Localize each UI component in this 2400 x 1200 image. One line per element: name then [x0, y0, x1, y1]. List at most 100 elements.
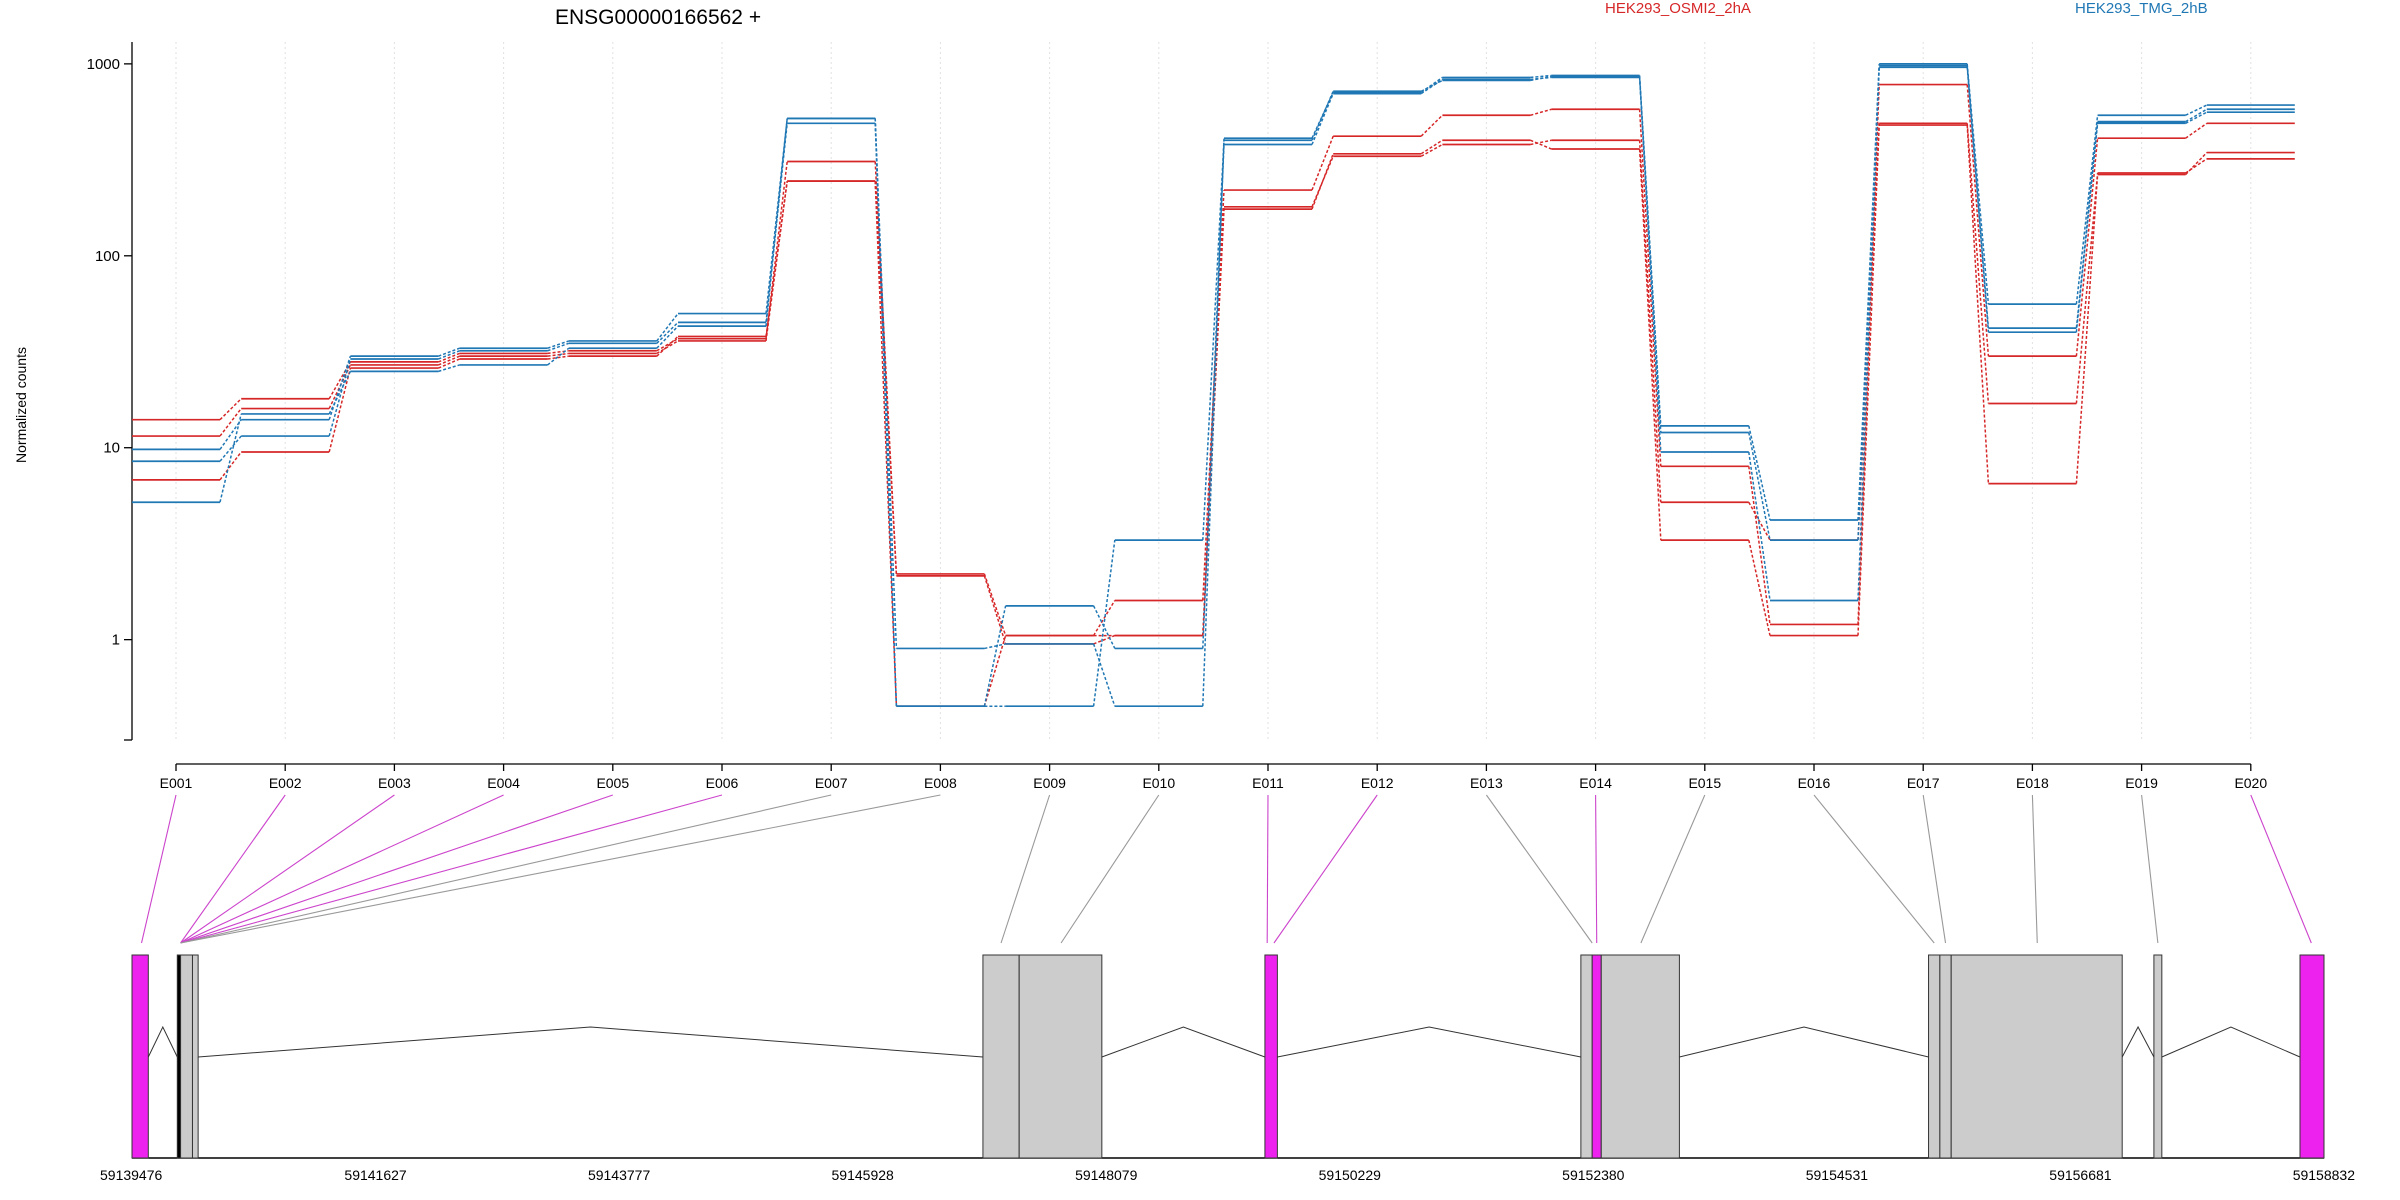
connector-line	[1420, 79, 1443, 92]
coordinate-label: 59148079	[1075, 1167, 1138, 1183]
exon-label: E006	[706, 775, 739, 791]
series-lines	[132, 63, 2295, 708]
exon-block	[131, 954, 149, 1159]
coordinate-label: 59158832	[2293, 1167, 2356, 1183]
y-tick-label: 10	[103, 440, 120, 457]
connector-line	[983, 575, 1007, 645]
exon-links	[140, 794, 2312, 944]
series-HEK293_OSMI2_2hA	[132, 124, 2295, 708]
coordinate-label: 59152380	[1562, 1167, 1625, 1183]
exon-label: E016	[1798, 775, 1831, 791]
coordinate-label: 59150229	[1319, 1167, 1382, 1183]
connector-line	[1530, 74, 1552, 79]
connector-line	[1530, 139, 1552, 146]
connector-line	[547, 347, 570, 366]
connector-line	[1966, 84, 1990, 357]
exon-label: E017	[1907, 775, 1940, 791]
connector-line	[1857, 65, 1880, 541]
exon-label: E018	[2016, 775, 2049, 791]
exon-link-line	[180, 794, 941, 944]
connector-line	[438, 355, 460, 366]
exon-link-line	[2141, 794, 2159, 944]
coordinate-label: 59145928	[832, 1167, 895, 1183]
connector-line	[1202, 144, 1225, 649]
connector-line	[1857, 67, 1880, 601]
connector-line	[438, 350, 460, 360]
intron-line	[147, 1025, 178, 1058]
connector-line	[1857, 63, 1880, 521]
connector-line	[547, 355, 569, 360]
exon-label: E010	[1142, 775, 1175, 791]
connector-line	[219, 398, 242, 421]
exon-label: E001	[160, 775, 193, 791]
exon-block	[1018, 954, 1103, 1159]
exon-label: E008	[924, 775, 957, 791]
coordinate-label: 59141627	[344, 1167, 407, 1183]
connector-line	[2185, 104, 2208, 116]
connector-line	[1420, 143, 1443, 157]
exon-block	[1939, 954, 1952, 1159]
gene-model	[131, 954, 2325, 1159]
exon-block	[1264, 954, 1278, 1159]
series-HEK293_TMG_2hB	[132, 64, 2295, 708]
exon-label: E015	[1688, 775, 1721, 791]
connector-line	[1093, 634, 1116, 645]
connector-line	[219, 451, 242, 481]
connector-line	[656, 340, 679, 355]
connector-line	[1420, 114, 1443, 137]
exon-link-line	[180, 794, 723, 944]
exon-link-line	[180, 794, 504, 944]
exon-label: E014	[1579, 775, 1612, 791]
y-axis: 1 10 100 1000	[87, 42, 133, 741]
connector-line	[1966, 65, 1990, 333]
connector-line	[438, 358, 460, 369]
connector-line	[2185, 122, 2208, 139]
connector-line	[328, 367, 352, 453]
exon-link-line	[140, 794, 177, 944]
exon-label: E013	[1470, 775, 1503, 791]
connector-line	[1530, 139, 1552, 150]
connector-line	[1420, 139, 1443, 155]
y-tick-label: 1000	[87, 56, 120, 73]
connector-line	[1966, 123, 1990, 404]
connector-line	[1311, 93, 1334, 145]
exon-labels: E001 E002 E003 E004 E005 E006 E007 E008 E009 E010…	[160, 763, 2267, 791]
intron-line	[2121, 1025, 2155, 1058]
connector-line	[1748, 466, 1771, 625]
connector-line	[1857, 123, 1880, 541]
connector-line	[1202, 140, 1225, 541]
connector-line	[219, 408, 242, 437]
exon-link-line	[2031, 794, 2038, 944]
exon-label: E011	[1252, 775, 1284, 791]
connector-line	[2075, 174, 2099, 484]
exon-block	[1591, 954, 1602, 1159]
y-axis-label: Normalized counts	[13, 347, 29, 463]
exon-link-line	[1000, 794, 1051, 944]
connector-line	[656, 313, 679, 342]
exon-block	[982, 954, 1020, 1159]
connector-line	[2185, 152, 2208, 176]
connector-line	[2075, 115, 2099, 305]
series-HEK293_TMG_2hB	[132, 66, 2295, 708]
connector-line	[765, 161, 788, 339]
connector-line	[1748, 539, 1771, 636]
exon-label: E012	[1361, 775, 1394, 791]
connector-line	[1748, 425, 1771, 521]
connector-line	[1638, 148, 1662, 541]
connector-line	[1092, 600, 1116, 636]
exon-link-line	[180, 794, 832, 944]
exon-block	[1928, 954, 1941, 1159]
exon-block	[2153, 954, 2163, 1159]
connector-line	[656, 338, 679, 352]
connector-line	[219, 435, 242, 462]
exon-label: E020	[2234, 775, 2267, 791]
connector-line	[2185, 158, 2208, 174]
exon-link-line	[180, 794, 613, 944]
connector-line	[1638, 76, 1662, 433]
connector-line	[1748, 432, 1771, 541]
exon-block	[1950, 954, 2123, 1159]
exon-link-line	[1640, 794, 1706, 944]
legend-label-osmi2: HEK293_OSMI2_2hA	[1605, 0, 1751, 17]
connector-line	[1748, 501, 1771, 541]
connector-line	[547, 342, 570, 352]
